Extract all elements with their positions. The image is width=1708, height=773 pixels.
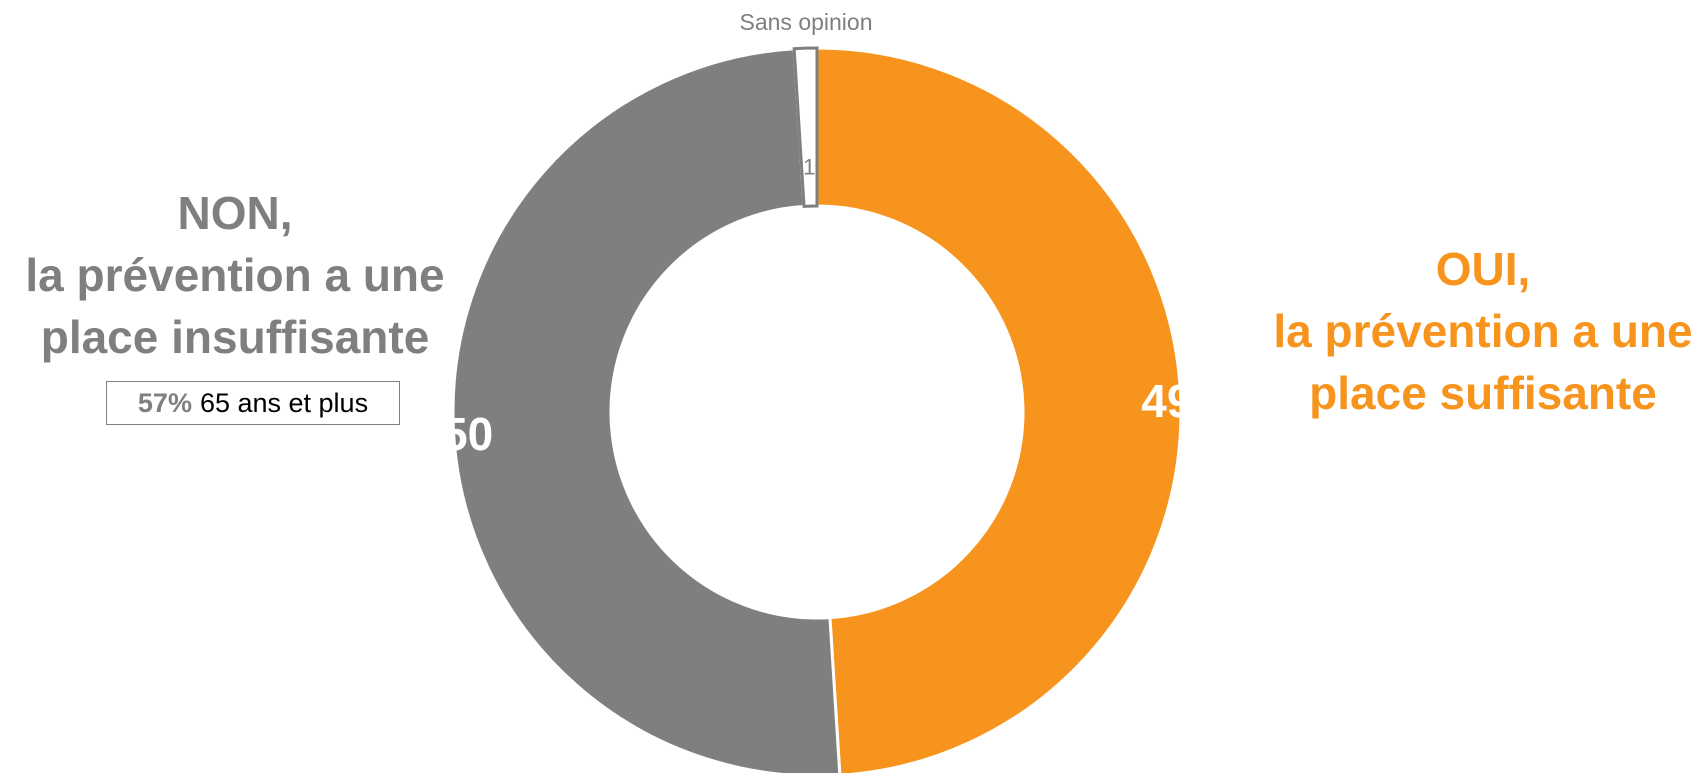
non-label-line2: la prévention a une [25, 249, 445, 301]
age-stat-box: 57% 65 ans et plus [106, 381, 400, 425]
oui-label-line3: place suffisante [1309, 367, 1657, 419]
sans-opinion-callout: Sans opinion [740, 9, 873, 35]
non-label-line3: place insuffisante [40, 311, 430, 363]
donut-label-oui: 49 [1141, 375, 1192, 427]
donut-label-non: 50 [442, 408, 493, 460]
oui-label-line1: OUI, [1435, 243, 1531, 295]
donut-slice-non [451, 47, 842, 773]
oui-label: OUI, la prévention a une place suffisant… [1258, 238, 1708, 424]
age-stat-text: 65 ans et plus [199, 387, 369, 418]
donut-slice-labels: 49 50 1 [442, 155, 1192, 460]
donut-label-sans-opinion: 1 [803, 155, 815, 180]
donut-slice-oui [815, 46, 1183, 773]
age-stat-percent: 57% [137, 387, 192, 418]
non-label-line1: NON, [177, 187, 293, 239]
oui-label-line2: la prévention a une [1273, 305, 1693, 357]
non-label: NON, la prévention a une place insuffisa… [0, 182, 470, 368]
donut-slices [451, 46, 1183, 773]
donut-slice-sans-opinion [792, 46, 819, 208]
